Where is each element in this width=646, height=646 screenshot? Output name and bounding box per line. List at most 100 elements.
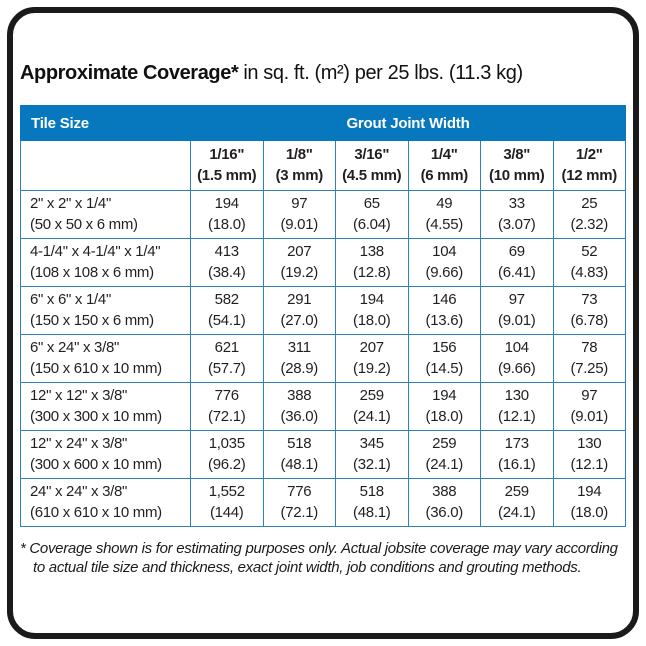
- column-header: 3/8" (10 mm): [480, 140, 554, 191]
- coverage-cell-metric: (16.1): [498, 455, 536, 473]
- coverage-cell: 518 (48.1): [262, 430, 336, 479]
- column-header-metric: (6 mm): [420, 166, 469, 184]
- coverage-cell-metric: (6.04): [353, 215, 391, 233]
- column-header-metric: (3 mm): [275, 166, 324, 184]
- coverage-cell-value: 104: [432, 243, 457, 261]
- coverage-table: Tile Size Grout Joint Width 1/16" (1.5 mm…: [20, 105, 626, 527]
- coverage-cell: 146 (13.6): [407, 286, 481, 335]
- coverage-cell-value: 78: [581, 339, 598, 357]
- coverage-cell: 621 (57.7): [190, 334, 264, 383]
- coverage-cell: 194 (18.0): [335, 286, 409, 335]
- coverage-cell-value: 259: [504, 483, 529, 501]
- tile-size-cell: 12" x 24" x 3/8" (300 x 600 x 10 mm): [20, 430, 191, 479]
- coverage-cell-metric: (72.1): [280, 503, 319, 521]
- coverage-cell-metric: (144): [209, 503, 244, 521]
- coverage-cell: 130 (12.1): [480, 382, 554, 431]
- coverage-cell: 1,035 (96.2): [190, 430, 264, 479]
- coverage-cell-metric: (6.78): [570, 311, 609, 329]
- column-header: 1/4" (6 mm): [407, 140, 481, 191]
- coverage-cell: 194 (18.0): [552, 478, 626, 527]
- column-header-metric: (1.5 mm): [197, 166, 257, 184]
- coverage-cell-value: 207: [287, 243, 312, 261]
- coverage-cell: 518 (48.1): [335, 478, 409, 527]
- coverage-cell: 65 (6.04): [335, 190, 409, 239]
- coverage-cell-metric: (4.83): [570, 263, 609, 281]
- column-header: 1/2" (12 mm): [552, 140, 626, 191]
- title-main: Approximate Coverage*: [20, 62, 239, 84]
- column-header: 1/16" (1.5 mm): [190, 140, 264, 191]
- coverage-cell-value: 194: [359, 291, 384, 309]
- coverage-cell: 388 (36.0): [262, 382, 336, 431]
- coverage-cell-metric: (9.01): [280, 215, 319, 233]
- column-header: 3/16" (4.5 mm): [335, 140, 409, 191]
- coverage-cell-metric: (9.66): [498, 359, 536, 377]
- coverage-cell-metric: (2.32): [570, 215, 609, 233]
- coverage-cell-metric: (6.41): [498, 263, 536, 281]
- coverage-cell: 776 (72.1): [190, 382, 264, 431]
- coverage-cell: 97 (9.01): [262, 190, 336, 239]
- coverage-cell-metric: (9.66): [425, 263, 464, 281]
- coverage-cell-metric: (24.1): [425, 455, 464, 473]
- table-row: 24" x 24" x 3/8" (610 x 610 x 10 mm) 1,552…: [20, 478, 626, 527]
- coverage-cell-metric: (48.1): [280, 455, 319, 473]
- column-header: 1/8" (3 mm): [262, 140, 336, 191]
- card-content: Approximate Coverage* in sq. ft. (m²) per…: [13, 62, 633, 578]
- coverage-cell: 173 (16.1): [480, 430, 554, 479]
- coverage-cell-metric: (32.1): [353, 455, 391, 473]
- tile-size-cell-metric: (610 x 610 x 10 mm): [30, 503, 162, 521]
- tile-size-cell-value: 2" x 2" x 1/4": [30, 195, 111, 213]
- title-units: in sq. ft. (m²) per 25 lbs. (11.3 kg): [243, 62, 523, 84]
- coverage-cell-metric: (9.01): [570, 407, 609, 425]
- coverage-cell-value: 194: [577, 483, 602, 501]
- coverage-cell: 582 (54.1): [190, 286, 264, 335]
- coverage-cell-value: 104: [504, 339, 529, 357]
- coverage-cell: 194 (18.0): [190, 190, 264, 239]
- coverage-cell-metric: (24.1): [498, 503, 536, 521]
- table-row: 12" x 12" x 3/8" (300 x 300 x 10 mm) 776 (7…: [20, 382, 626, 431]
- coverage-cell: 49 (4.55): [407, 190, 481, 239]
- coverage-cell-value: 776: [214, 387, 239, 405]
- coverage-cell-value: 130: [504, 387, 529, 405]
- coverage-cell-metric: (36.0): [425, 503, 464, 521]
- coverage-cell: 97 (9.01): [552, 382, 626, 431]
- coverage-cell: 1,552 (144): [190, 478, 264, 527]
- coverage-cell-metric: (12.1): [498, 407, 536, 425]
- table-band-row: Tile Size Grout Joint Width: [20, 105, 626, 141]
- coverage-cell: 259 (24.1): [407, 430, 481, 479]
- coverage-cell: 73 (6.78): [552, 286, 626, 335]
- tile-size-cell-metric: (50 x 50 x 6 mm): [30, 215, 138, 233]
- coverage-cell: 33 (3.07): [480, 190, 554, 239]
- coverage-cell: 388 (36.0): [407, 478, 481, 527]
- tile-size-cell: 6" x 24" x 3/8" (150 x 610 x 10 mm): [20, 334, 191, 383]
- coverage-cell-value: 97: [581, 387, 598, 405]
- table-row: 6" x 24" x 3/8" (150 x 610 x 10 mm) 621 (57…: [20, 334, 626, 383]
- tile-size-cell-metric: (150 x 610 x 10 mm): [30, 359, 162, 377]
- coverage-cell: 345 (32.1): [335, 430, 409, 479]
- coverage-cell-metric: (27.0): [280, 311, 319, 329]
- coverage-cell-value: 146: [432, 291, 457, 309]
- coverage-cell: 104 (9.66): [407, 238, 481, 287]
- coverage-cell-value: 621: [214, 339, 239, 357]
- coverage-cell-metric: (18.0): [425, 407, 464, 425]
- footnote: * Coverage shown is for estimating purpo…: [20, 540, 618, 576]
- coverage-cell-value: 776: [287, 483, 312, 501]
- coverage-cell-value: 388: [432, 483, 457, 501]
- coverage-cell-value: 1,035: [208, 435, 245, 453]
- coverage-cell-metric: (54.1): [208, 311, 246, 329]
- column-header-value: 3/8": [503, 146, 531, 164]
- table-row: 6" x 6" x 1/4" (150 x 150 x 6 mm) 582 (54.1…: [20, 286, 626, 335]
- column-header-metric: (4.5 mm): [342, 166, 402, 184]
- coverage-cell-metric: (13.6): [425, 311, 464, 329]
- coverage-cell-metric: (9.01): [498, 311, 536, 329]
- coverage-cell-value: 97: [508, 291, 525, 309]
- coverage-cell: 104 (9.66): [480, 334, 554, 383]
- tile-size-cell-metric: (300 x 600 x 10 mm): [30, 455, 162, 473]
- table-row: 12" x 24" x 3/8" (300 x 600 x 10 mm) 1,035…: [20, 430, 626, 479]
- column-header-value: 1/2": [575, 146, 603, 164]
- coverage-cell-value: 1,552: [208, 483, 245, 501]
- coverage-cell: 138 (12.8): [335, 238, 409, 287]
- coverage-cell-value: 291: [287, 291, 312, 309]
- coverage-cell-value: 49: [436, 195, 453, 213]
- coverage-cell-value: 194: [432, 387, 457, 405]
- tile-size-cell-metric: (300 x 300 x 10 mm): [30, 407, 162, 425]
